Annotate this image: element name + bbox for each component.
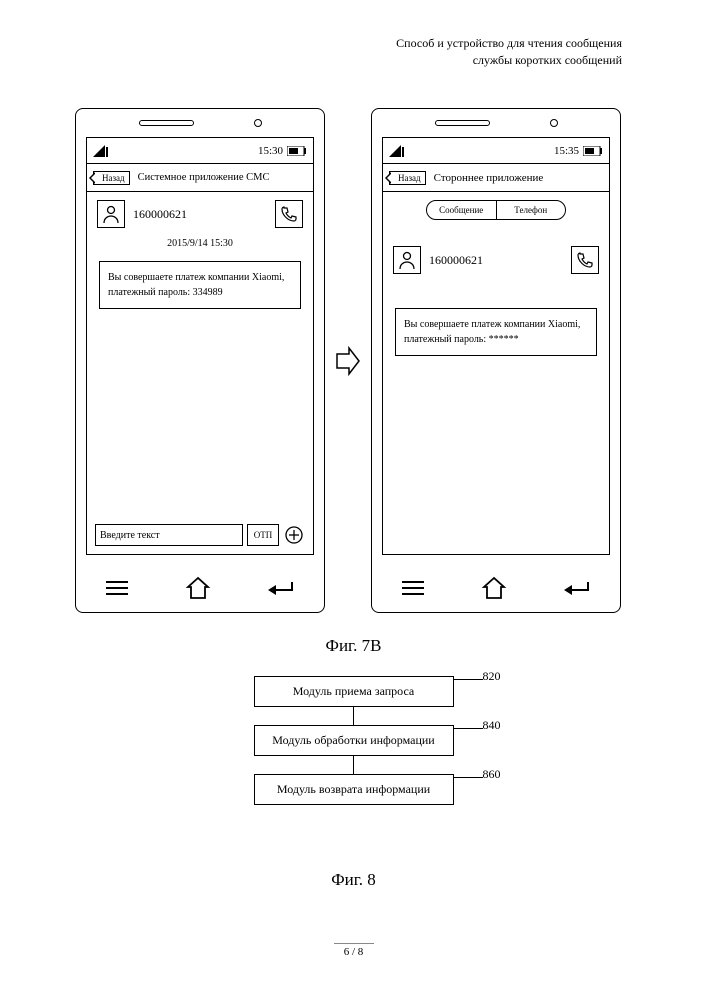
back-button[interactable]: Назад <box>93 171 130 185</box>
ref-line <box>453 728 483 729</box>
message-timestamp: 2015/9/14 15:30 <box>87 236 313 257</box>
app-title: Стороннее приложение <box>434 172 544 184</box>
phone-icon <box>280 205 298 223</box>
module-820-ref: 820 <box>483 669 501 684</box>
nav-bar <box>372 564 620 612</box>
menu-icon[interactable] <box>400 578 426 598</box>
connector <box>353 707 354 725</box>
back-button[interactable]: Назад <box>389 171 426 185</box>
module-840-label: Модуль обработки информации <box>272 733 434 747</box>
menu-icon[interactable] <box>104 578 130 598</box>
module-820: 820 Модуль приема запроса <box>254 676 454 707</box>
phone-top-hardware <box>372 109 620 137</box>
phone-icon <box>576 251 594 269</box>
connector <box>353 756 354 774</box>
message-input[interactable]: Введите текст <box>95 524 243 546</box>
tab-phone[interactable]: Телефон <box>496 201 566 219</box>
ref-line <box>453 777 483 778</box>
message-bubble: Вы совершаете платеж компании Xiaomi, пл… <box>395 308 597 356</box>
battery-icon <box>583 146 603 156</box>
figure-7b-phones: 15:30 Назад Системное приложение СМС 160… <box>75 108 621 613</box>
contact-number: 160000621 <box>429 253 483 268</box>
message-bubble: Вы совершаете платеж компании Xiaomi, пл… <box>99 261 301 309</box>
back-arrow-icon[interactable] <box>562 578 592 598</box>
signal-icon <box>93 145 109 157</box>
phone-right: 15:35 Назад Стороннее приложение Сообщен… <box>371 108 621 613</box>
status-left <box>389 145 405 157</box>
contact-number: 160000621 <box>133 207 187 222</box>
avatar-icon <box>97 200 125 228</box>
otp-button[interactable]: ОТП <box>247 524 279 546</box>
app-title: Системное приложение СМС <box>138 172 270 183</box>
figure-8-diagram: 820 Модуль приема запроса 840 Модуль обр… <box>224 676 484 805</box>
call-button[interactable] <box>571 246 599 274</box>
module-860: 860 Модуль возврата информации <box>254 774 454 805</box>
figure-8-label: Фиг. 8 <box>0 870 707 890</box>
doc-header-line2: службы коротких сообщений <box>396 52 622 69</box>
camera-icon <box>550 119 558 127</box>
phone-right-screen: 15:35 Назад Стороннее приложение Сообщен… <box>382 137 610 555</box>
status-bar: 15:30 <box>87 138 313 164</box>
tabs-pill: Сообщение Телефон <box>426 200 566 220</box>
figure-7b-label: Фиг. 7B <box>0 636 707 656</box>
page-number: 6 / 8 <box>334 943 374 958</box>
battery-icon <box>287 146 307 156</box>
module-860-label: Модуль возврата информации <box>277 782 430 796</box>
status-left <box>93 145 109 157</box>
title-bar: Назад Стороннее приложение <box>383 164 609 192</box>
call-button[interactable] <box>275 200 303 228</box>
module-820-label: Модуль приема запроса <box>293 684 415 698</box>
status-bar: 15:35 <box>383 138 609 164</box>
status-right: 15:30 <box>258 145 307 157</box>
phone-left-screen: 15:30 Назад Системное приложение СМС 160… <box>86 137 314 555</box>
status-right: 15:35 <box>554 145 603 157</box>
module-840: 840 Модуль обработки информации <box>254 725 454 756</box>
signal-icon <box>389 145 405 157</box>
home-icon[interactable] <box>185 576 211 600</box>
phone-left: 15:30 Назад Системное приложение СМС 160… <box>75 108 325 613</box>
doc-header-line1: Способ и устройство для чтения сообщения <box>396 35 622 52</box>
ref-line <box>453 679 483 680</box>
status-time: 15:35 <box>554 145 579 157</box>
contact-row: 160000621 <box>87 192 313 236</box>
flow-arrow-icon <box>335 346 361 376</box>
earpiece-icon <box>139 120 194 126</box>
back-arrow-icon[interactable] <box>266 578 296 598</box>
nav-bar <box>76 564 324 612</box>
doc-header: Способ и устройство для чтения сообщения… <box>396 35 622 69</box>
add-button[interactable] <box>283 524 305 546</box>
avatar-icon <box>393 246 421 274</box>
plus-circle-icon <box>285 526 303 544</box>
phone-top-hardware <box>76 109 324 137</box>
tab-messages[interactable]: Сообщение <box>427 201 496 219</box>
camera-icon <box>254 119 262 127</box>
contact-row: 160000621 <box>383 228 609 282</box>
module-840-ref: 840 <box>483 718 501 733</box>
input-row: Введите текст ОТП <box>95 524 305 546</box>
status-time: 15:30 <box>258 145 283 157</box>
earpiece-icon <box>435 120 490 126</box>
title-bar: Назад Системное приложение СМС <box>87 164 313 192</box>
module-860-ref: 860 <box>483 767 501 782</box>
home-icon[interactable] <box>481 576 507 600</box>
